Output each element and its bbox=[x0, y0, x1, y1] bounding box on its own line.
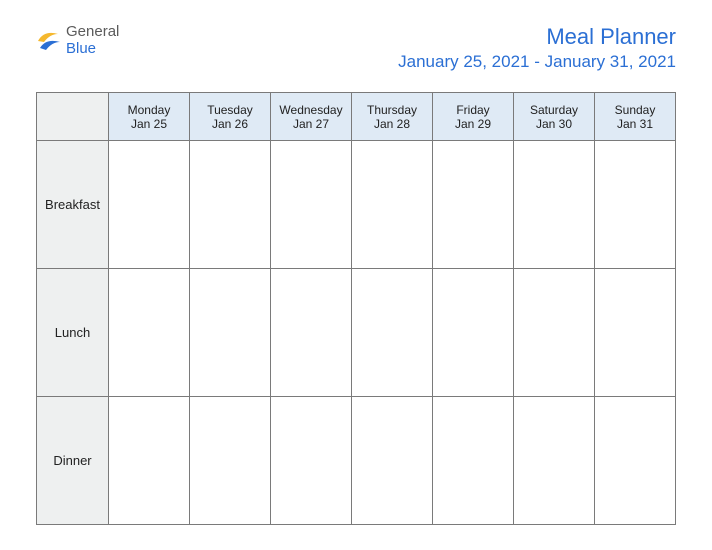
logo-text: General Blue bbox=[66, 24, 119, 57]
day-name: Friday bbox=[433, 103, 513, 117]
col-header-monday: Monday Jan 25 bbox=[109, 93, 190, 141]
col-header-friday: Friday Jan 29 bbox=[433, 93, 514, 141]
header-row: Monday Jan 25 Tuesday Jan 26 Wednesday J… bbox=[37, 93, 676, 141]
meal-cell[interactable] bbox=[271, 397, 352, 525]
meal-planner-table: Monday Jan 25 Tuesday Jan 26 Wednesday J… bbox=[36, 92, 676, 525]
meal-header-breakfast: Breakfast bbox=[37, 141, 109, 269]
doc-date-range: January 25, 2021 - January 31, 2021 bbox=[398, 52, 676, 72]
day-name: Sunday bbox=[595, 103, 675, 117]
meal-cell[interactable] bbox=[190, 141, 271, 269]
meal-cell[interactable] bbox=[190, 269, 271, 397]
corner-cell bbox=[37, 93, 109, 141]
meal-cell[interactable] bbox=[433, 397, 514, 525]
meal-cell[interactable] bbox=[595, 397, 676, 525]
col-header-saturday: Saturday Jan 30 bbox=[514, 93, 595, 141]
meal-cell[interactable] bbox=[190, 397, 271, 525]
col-header-tuesday: Tuesday Jan 26 bbox=[190, 93, 271, 141]
meal-cell[interactable] bbox=[595, 269, 676, 397]
header: General Blue Meal Planner January 25, 20… bbox=[0, 0, 712, 84]
meal-header-lunch: Lunch bbox=[37, 269, 109, 397]
logo-word-general: General bbox=[66, 23, 119, 40]
col-header-sunday: Sunday Jan 31 bbox=[595, 93, 676, 141]
day-name: Wednesday bbox=[271, 103, 351, 117]
logo: General Blue bbox=[36, 24, 119, 57]
row-lunch: Lunch bbox=[37, 269, 676, 397]
title-block: Meal Planner January 25, 2021 - January … bbox=[398, 24, 676, 72]
day-name: Tuesday bbox=[190, 103, 270, 117]
day-date: Jan 31 bbox=[595, 117, 675, 131]
meal-cell[interactable] bbox=[109, 397, 190, 525]
meal-cell[interactable] bbox=[433, 269, 514, 397]
day-date: Jan 26 bbox=[190, 117, 270, 131]
col-header-wednesday: Wednesday Jan 27 bbox=[271, 93, 352, 141]
day-date: Jan 25 bbox=[109, 117, 189, 131]
day-date: Jan 30 bbox=[514, 117, 594, 131]
col-header-thursday: Thursday Jan 28 bbox=[352, 93, 433, 141]
meal-cell[interactable] bbox=[595, 141, 676, 269]
logo-swoosh-icon bbox=[36, 28, 62, 54]
meal-cell[interactable] bbox=[433, 141, 514, 269]
meal-cell[interactable] bbox=[109, 141, 190, 269]
day-date: Jan 29 bbox=[433, 117, 513, 131]
meal-cell[interactable] bbox=[271, 269, 352, 397]
meal-cell[interactable] bbox=[271, 141, 352, 269]
meal-header-dinner: Dinner bbox=[37, 397, 109, 525]
day-name: Monday bbox=[109, 103, 189, 117]
meal-cell[interactable] bbox=[514, 269, 595, 397]
row-breakfast: Breakfast bbox=[37, 141, 676, 269]
meal-cell[interactable] bbox=[109, 269, 190, 397]
doc-title: Meal Planner bbox=[398, 24, 676, 50]
day-date: Jan 27 bbox=[271, 117, 351, 131]
day-name: Saturday bbox=[514, 103, 594, 117]
logo-word-blue: Blue bbox=[66, 40, 96, 57]
day-date: Jan 28 bbox=[352, 117, 432, 131]
meal-cell[interactable] bbox=[514, 397, 595, 525]
meal-cell[interactable] bbox=[352, 397, 433, 525]
meal-cell[interactable] bbox=[352, 269, 433, 397]
meal-cell[interactable] bbox=[514, 141, 595, 269]
row-dinner: Dinner bbox=[37, 397, 676, 525]
meal-cell[interactable] bbox=[352, 141, 433, 269]
day-name: Thursday bbox=[352, 103, 432, 117]
